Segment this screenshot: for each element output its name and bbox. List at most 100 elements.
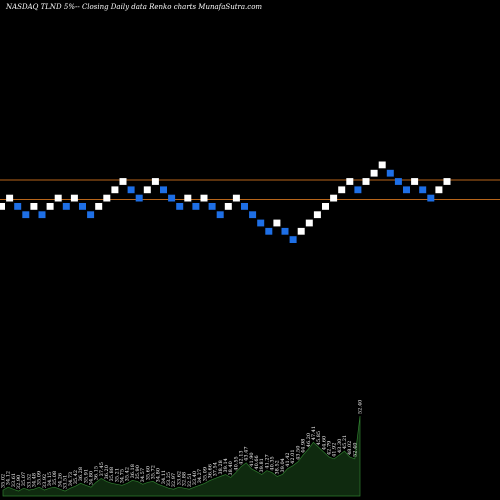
up-brick: [443, 178, 451, 185]
volume-label: 39.14: [223, 458, 229, 472]
up-brick: [305, 219, 313, 227]
up-brick: [370, 169, 378, 177]
volume-label: 46.20: [306, 433, 312, 447]
down-brick: [354, 186, 362, 194]
up-brick: [313, 211, 321, 219]
up-brick: [362, 178, 370, 185]
volume-label: 36.20: [104, 465, 110, 479]
volume-label: 42.01: [290, 449, 296, 463]
volume-label: 42.13: [239, 450, 245, 464]
volume-label: 34.73: [68, 472, 74, 486]
volume-label: 35.91: [83, 469, 89, 483]
up-brick: [200, 194, 208, 202]
down-brick: [127, 186, 135, 194]
volume-label: 33.25: [166, 472, 172, 486]
up-brick: [0, 203, 5, 210]
down-brick: [22, 211, 30, 219]
down-brick: [62, 203, 70, 210]
renko-bricks: [0, 161, 451, 243]
up-brick: [103, 194, 111, 202]
up-brick: [273, 219, 281, 227]
down-brick: [160, 186, 167, 194]
volume-label: 41.92: [332, 443, 338, 457]
down-brick: [192, 203, 200, 210]
volume-label: 36.66: [208, 464, 214, 478]
volume-label: 41.42: [285, 452, 291, 466]
volume-label: 35.09: [37, 471, 43, 485]
volume-label: 44.98: [301, 439, 307, 453]
up-brick: [378, 161, 386, 169]
down-brick: [14, 203, 22, 210]
volume-label: 42.79: [327, 441, 333, 455]
up-brick: [6, 194, 14, 202]
volume-label: 34.80: [89, 471, 95, 485]
down-brick: [176, 203, 184, 210]
up-brick: [111, 186, 119, 194]
volume-label: 47.41: [311, 426, 317, 440]
down-brick: [216, 211, 224, 219]
volume-label: 40.55: [233, 456, 239, 470]
down-brick: [87, 211, 95, 219]
up-brick: [330, 194, 338, 202]
up-brick: [297, 227, 305, 235]
volume-label: 35.07: [21, 472, 27, 486]
down-brick: [135, 194, 143, 202]
volume-label: 38.28: [218, 460, 224, 474]
volume-label: 43.50: [295, 446, 301, 460]
volume-label: 33.61: [11, 473, 17, 487]
volume-label: 43.30: [337, 439, 343, 453]
down-brick: [208, 203, 216, 210]
up-brick: [411, 178, 419, 185]
down-brick: [241, 203, 248, 210]
up-brick: [70, 194, 78, 202]
volume-label: 35.21: [114, 468, 120, 482]
down-brick: [38, 211, 46, 219]
volume-label: 52.40: [352, 443, 358, 457]
volume-label: 34.75: [120, 469, 126, 483]
volume-label: 37.54: [213, 462, 219, 476]
down-brick: [249, 211, 257, 219]
volume-label: 35.60: [145, 466, 151, 480]
up-brick: [338, 186, 346, 194]
down-brick: [265, 227, 273, 235]
volume-label: 33.62: [176, 471, 182, 485]
down-brick: [79, 203, 86, 210]
up-brick: [224, 203, 232, 210]
volume-area: [2, 415, 361, 497]
volume-label: 52.40: [358, 400, 364, 414]
volume-label: 40.66: [254, 455, 260, 469]
volume-label: 40.35: [270, 456, 276, 470]
down-brick: [168, 194, 176, 202]
down-brick: [403, 186, 410, 194]
up-brick: [184, 194, 192, 202]
volume-label: 34.27: [197, 469, 203, 483]
down-brick: [281, 227, 289, 235]
volume-label: 35.02: [1, 474, 7, 488]
volume-label: 36.15: [94, 466, 100, 480]
volume-label: 38.40: [228, 461, 234, 475]
volume-label: 38.52: [275, 460, 281, 474]
volume-label: 32.90: [16, 475, 22, 489]
up-brick: [151, 178, 159, 185]
volume-label: 34.26: [57, 473, 63, 487]
up-brick: [119, 178, 127, 185]
volume-label: 32.51: [187, 473, 193, 487]
volume-label: 35.42: [125, 467, 131, 481]
down-brick: [394, 178, 402, 185]
volume-labels: 35.02 34.12 33.61 32.90 35.07 33.52 34.48 35.09…: [1, 400, 364, 489]
volume-label: 33.40: [192, 471, 198, 485]
volume-label: 37.45: [99, 462, 105, 476]
volume-label: 34.15: [47, 472, 53, 486]
down-brick: [289, 236, 297, 243]
volume-label: 45.21: [342, 435, 348, 449]
volume-label: 33.92: [42, 474, 48, 488]
volume-label: 41.90: [249, 452, 255, 466]
volume-series: [2, 415, 361, 497]
up-brick: [435, 186, 443, 194]
chart-title: NASDAQ TLND 5%-- Closing Daily data Renk…: [5, 3, 262, 11]
volume-label: 35.90: [135, 465, 141, 479]
volume-label: 35.09: [202, 467, 208, 481]
up-brick: [30, 203, 38, 210]
down-brick: [419, 186, 427, 194]
